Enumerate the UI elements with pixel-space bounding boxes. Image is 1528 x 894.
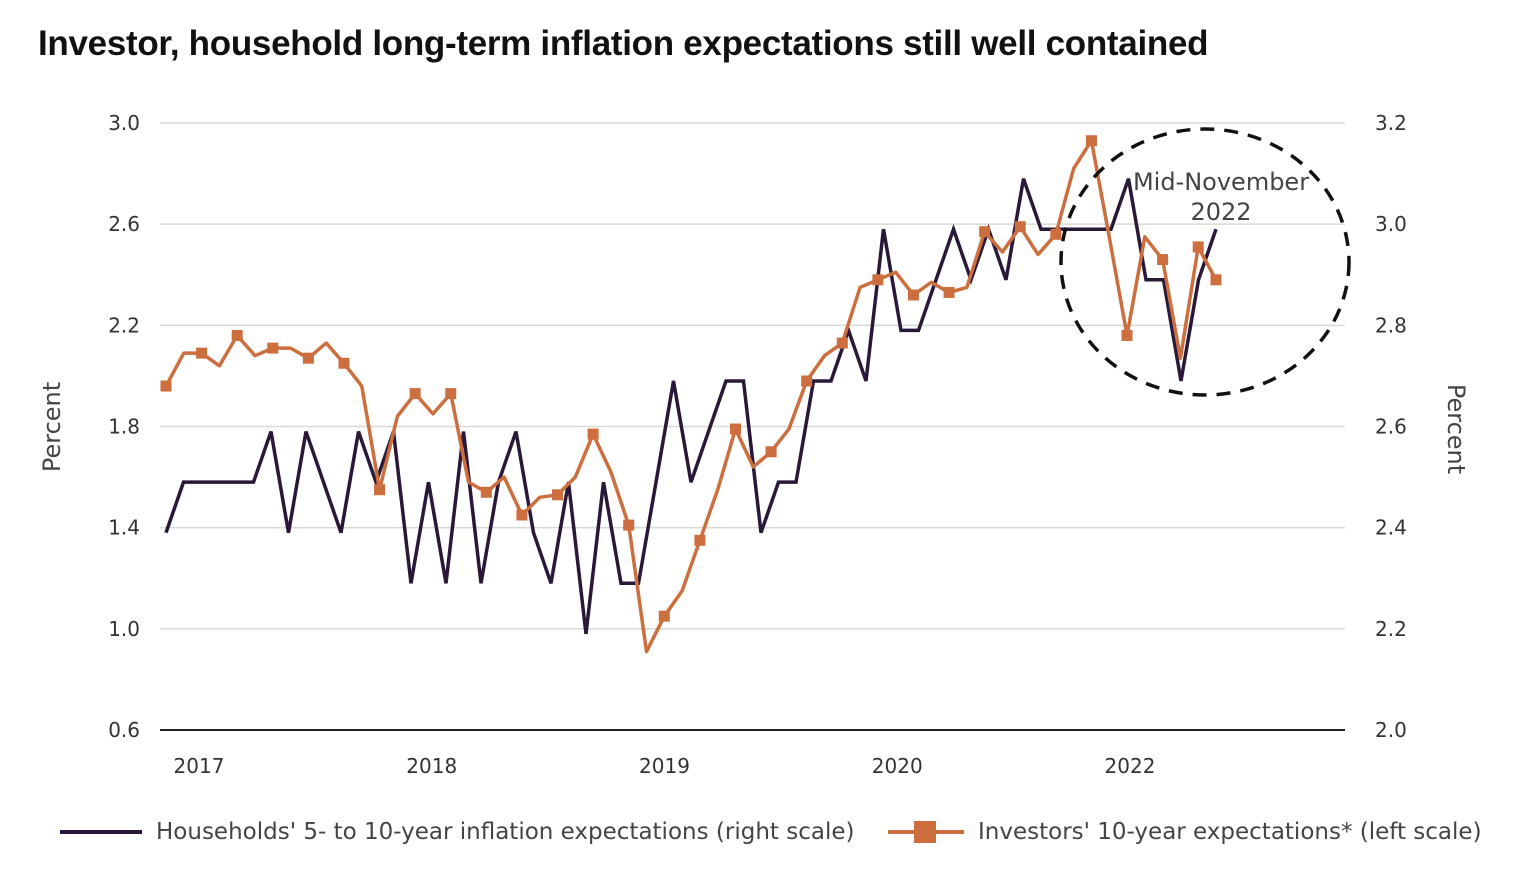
investors-marker bbox=[338, 357, 350, 369]
investors-marker bbox=[872, 274, 884, 286]
x-tick-label: 2019 bbox=[639, 754, 690, 778]
right-tick-label: 2.6 bbox=[1375, 415, 1407, 439]
right-tick-label: 2.0 bbox=[1375, 718, 1407, 742]
investors-marker bbox=[1050, 228, 1062, 240]
investors-marker bbox=[658, 610, 670, 622]
legend-line-investors bbox=[888, 818, 964, 846]
right-axis-ticks: 3.2 3.0 2.8 2.6 2.4 2.2 2.0 bbox=[1375, 111, 1407, 742]
x-tick-label: 2020 bbox=[872, 754, 923, 778]
left-tick-label: 2.2 bbox=[108, 313, 140, 337]
legend-label-investors: Investors' 10-year expectations* (left s… bbox=[978, 819, 1482, 845]
investors-marker bbox=[1192, 241, 1204, 253]
left-tick-label: 1.0 bbox=[108, 617, 140, 641]
left-tick-label: 3.0 bbox=[108, 111, 140, 135]
investors-marker bbox=[552, 489, 564, 501]
investors-marker bbox=[943, 286, 955, 298]
investors-marker bbox=[160, 380, 172, 392]
investors-marker bbox=[231, 329, 243, 341]
investors-marker bbox=[516, 509, 528, 521]
investors-series-line bbox=[164, 138, 1218, 654]
left-tick-label: 0.6 bbox=[108, 718, 140, 742]
investors-marker bbox=[409, 388, 421, 400]
investors-marker bbox=[1085, 135, 1097, 147]
legend-item-households: Households' 5- to 10-year inflation expe… bbox=[60, 818, 854, 846]
annotation-line1: Mid-November bbox=[1133, 168, 1309, 196]
right-tick-label: 3.0 bbox=[1375, 212, 1407, 236]
legend-line-households bbox=[60, 818, 142, 846]
annotation-line2: 2022 bbox=[1190, 198, 1251, 226]
legend-item-investors: Investors' 10-year expectations* (left s… bbox=[888, 818, 1482, 846]
investors-marker bbox=[1014, 221, 1026, 233]
investors-marker bbox=[765, 446, 777, 458]
investors-marker bbox=[907, 289, 919, 301]
left-tick-label: 2.6 bbox=[108, 212, 140, 236]
series-layer bbox=[160, 135, 1222, 654]
right-tick-label: 2.4 bbox=[1375, 516, 1407, 540]
investors-marker bbox=[1157, 254, 1169, 266]
investors-marker bbox=[729, 423, 741, 435]
left-tick-label: 1.8 bbox=[108, 415, 140, 439]
left-axis-ticks: 3.0 2.6 2.2 1.8 1.4 1.0 0.6 bbox=[108, 111, 140, 742]
investors-marker bbox=[267, 342, 279, 354]
x-tick-label: 2018 bbox=[406, 754, 457, 778]
investors-marker bbox=[1210, 274, 1222, 286]
x-axis-ticks: 2017 2018 2019 2020 2022 bbox=[174, 754, 1156, 778]
right-axis-label: Percent bbox=[1442, 384, 1470, 474]
investors-marker bbox=[445, 388, 457, 400]
chart-title: Investor, household long-term inflation … bbox=[38, 24, 1209, 63]
highlight-circle bbox=[1059, 127, 1351, 397]
investors-marker bbox=[801, 375, 813, 387]
investors-marker bbox=[836, 337, 848, 349]
investors-marker bbox=[302, 352, 314, 364]
investors-marker bbox=[1121, 329, 1133, 341]
left-axis-label: Percent bbox=[38, 382, 66, 472]
investors-marker bbox=[623, 519, 635, 531]
right-tick-label: 2.8 bbox=[1375, 313, 1407, 337]
right-tick-label: 3.2 bbox=[1375, 111, 1407, 135]
left-tick-label: 1.4 bbox=[108, 516, 140, 540]
investors-marker bbox=[480, 486, 492, 498]
investors-marker bbox=[374, 484, 386, 496]
x-tick-label: 2022 bbox=[1105, 754, 1156, 778]
investors-marker bbox=[979, 226, 991, 238]
investors-marker bbox=[587, 428, 599, 440]
gridlines bbox=[160, 122, 1345, 731]
investors-marker bbox=[694, 534, 706, 546]
right-tick-label: 2.2 bbox=[1375, 617, 1407, 641]
x-tick-label: 2017 bbox=[174, 754, 225, 778]
investors-marker bbox=[196, 347, 208, 359]
legend-label-households: Households' 5- to 10-year inflation expe… bbox=[156, 819, 855, 845]
legend: Households' 5- to 10-year inflation expe… bbox=[0, 818, 1528, 862]
households-series-line bbox=[164, 178, 1218, 635]
